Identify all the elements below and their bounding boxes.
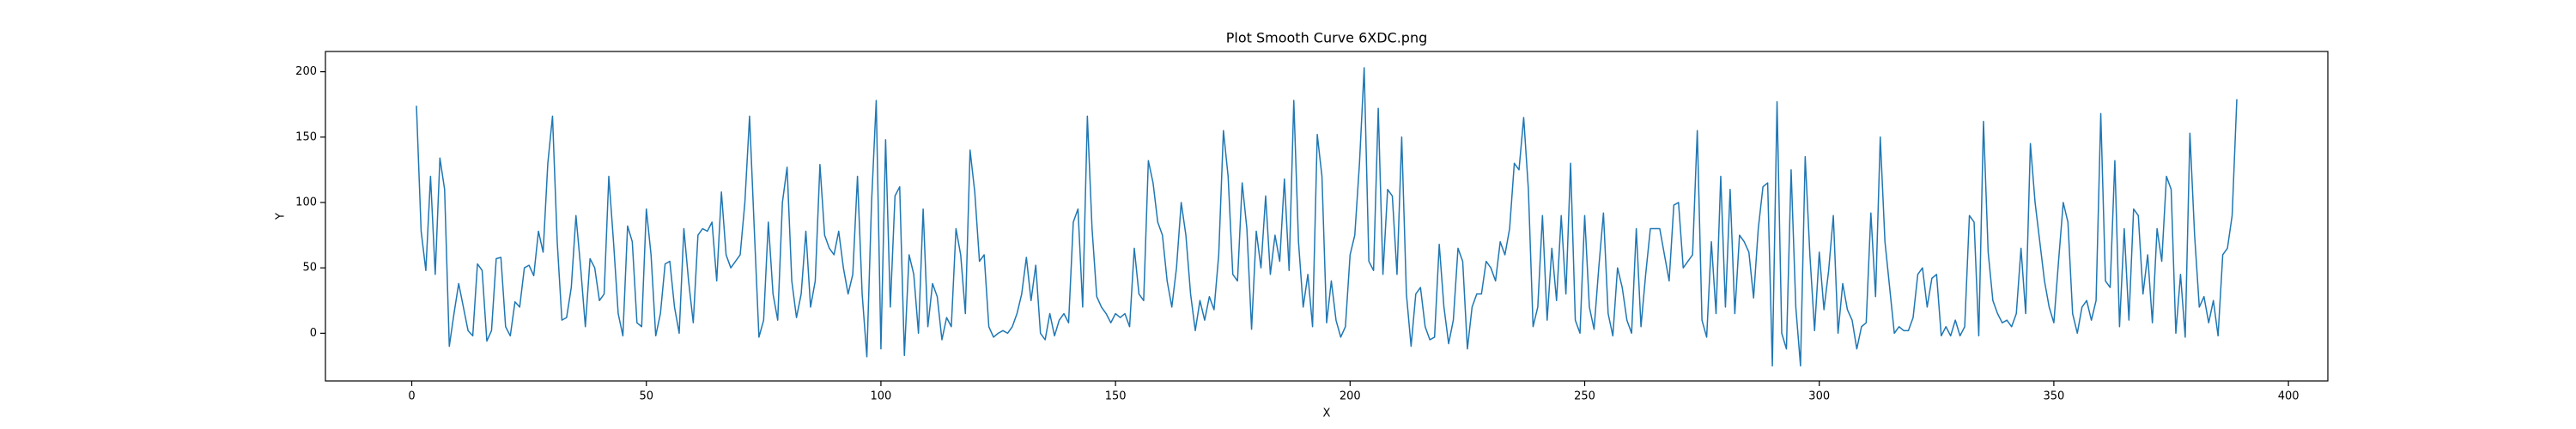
x-axis-label: X <box>1323 408 1331 420</box>
x-tick-label: 400 <box>2278 390 2300 403</box>
x-tick-label: 250 <box>1574 390 1595 403</box>
y-tick-label: 50 <box>302 262 317 275</box>
x-tick-label: 100 <box>871 390 892 403</box>
y-tick-label: 150 <box>295 130 317 143</box>
data-line <box>416 67 2238 367</box>
y-tick-label: 100 <box>295 196 317 209</box>
x-tick-label: 200 <box>1340 390 1361 403</box>
y-tick-label: 200 <box>295 65 317 78</box>
y-tick-label: 0 <box>310 327 317 340</box>
chart-title: Plot Smooth Curve 6XDC.png <box>1226 30 1428 46</box>
x-tick-label: 300 <box>1808 390 1830 403</box>
y-axis-label: Y <box>275 213 288 221</box>
x-tick-label: 350 <box>2043 390 2064 403</box>
x-tick-label: 150 <box>1105 390 1127 403</box>
x-tick-label: 50 <box>639 390 653 403</box>
plot-frame <box>325 51 2329 382</box>
x-tick-label: 0 <box>408 390 415 403</box>
